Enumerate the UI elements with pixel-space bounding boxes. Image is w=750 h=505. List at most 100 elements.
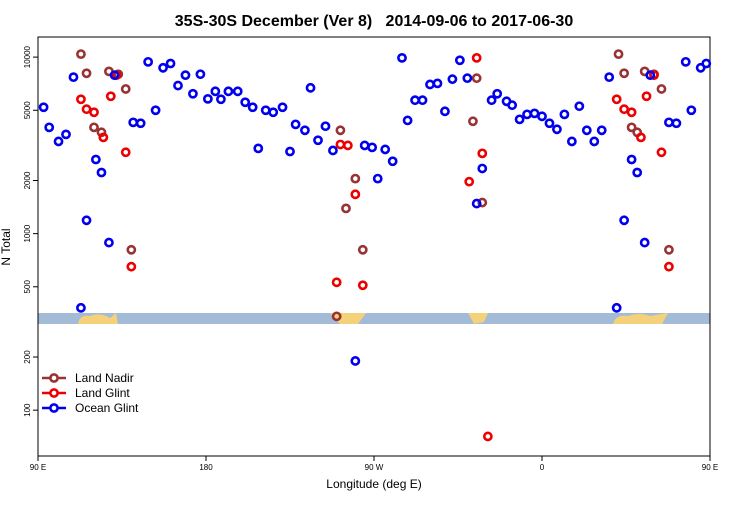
point [544, 118, 555, 129]
point [350, 356, 361, 366]
point [477, 148, 488, 159]
point [105, 91, 116, 102]
point [686, 105, 697, 116]
x-axis-label: Longitude (deg E) [326, 477, 421, 491]
point [350, 173, 361, 184]
point [626, 154, 637, 165]
point [188, 88, 198, 99]
point [96, 127, 107, 138]
legend-marker [49, 403, 59, 413]
y-tick-label: 200 [23, 350, 32, 364]
point [342, 140, 353, 151]
point [120, 84, 131, 94]
point [432, 78, 443, 89]
point [440, 106, 450, 117]
legend-label: Ocean Glint [75, 401, 139, 415]
point [109, 70, 120, 81]
point [76, 49, 86, 60]
point [98, 132, 109, 143]
y-tick-label: 10000 [23, 45, 32, 68]
point [223, 86, 234, 97]
point [514, 114, 525, 125]
point [619, 104, 630, 115]
point [380, 144, 391, 155]
x-tick-label: 180 [199, 463, 213, 472]
point [645, 70, 656, 81]
point [165, 58, 176, 69]
point [126, 244, 137, 255]
point [335, 125, 346, 136]
point [589, 136, 600, 147]
y-axis-label: N Total [0, 228, 13, 265]
point [357, 244, 368, 255]
point [613, 49, 624, 60]
point [247, 102, 258, 113]
point [581, 125, 592, 136]
point [656, 84, 667, 94]
point [76, 302, 86, 313]
point [328, 145, 338, 156]
point [128, 117, 139, 128]
point [89, 107, 99, 118]
point [537, 111, 547, 122]
point [574, 101, 585, 112]
series-points [76, 49, 674, 322]
point [357, 280, 368, 291]
point [387, 156, 398, 167]
point [331, 311, 342, 322]
point [195, 69, 206, 80]
point [566, 136, 577, 147]
point [313, 135, 323, 146]
point [619, 215, 630, 226]
point [135, 118, 146, 129]
point [350, 189, 361, 200]
point [447, 74, 458, 85]
point [477, 163, 488, 174]
point [522, 109, 532, 120]
point [486, 95, 497, 106]
point [89, 122, 99, 133]
point [671, 118, 682, 129]
point [38, 102, 49, 113]
point [81, 68, 92, 79]
point [471, 52, 482, 63]
point [331, 277, 342, 288]
point [611, 302, 622, 313]
legend-marker [49, 373, 59, 383]
point [632, 167, 643, 178]
point [76, 94, 86, 105]
point [636, 132, 646, 143]
point [410, 95, 420, 106]
x-tick-label: 90 E [702, 463, 718, 472]
point [81, 104, 92, 115]
point [464, 176, 475, 187]
point [210, 86, 221, 97]
point [507, 100, 518, 111]
point [664, 117, 674, 128]
point [53, 136, 64, 147]
point [320, 121, 331, 132]
x-tick-label: 90 E [30, 463, 46, 472]
y-tick-label: 500 [23, 280, 32, 294]
legend-marker [49, 388, 59, 398]
point [626, 107, 637, 118]
legend-label: Land Glint [75, 386, 130, 400]
point [471, 73, 482, 84]
point [44, 122, 55, 133]
point [639, 237, 650, 248]
point [596, 125, 607, 136]
point [367, 142, 378, 153]
point [61, 129, 71, 140]
series-points [76, 52, 674, 442]
point [425, 79, 435, 90]
point [402, 115, 413, 126]
point [158, 62, 168, 73]
point [180, 70, 191, 81]
legend-label: Land Nadir [75, 371, 134, 385]
y-tick-label: 5000 [23, 101, 32, 119]
point [529, 108, 540, 119]
point [341, 203, 351, 214]
map-strip [38, 313, 710, 324]
point [96, 167, 107, 178]
point [216, 94, 226, 105]
